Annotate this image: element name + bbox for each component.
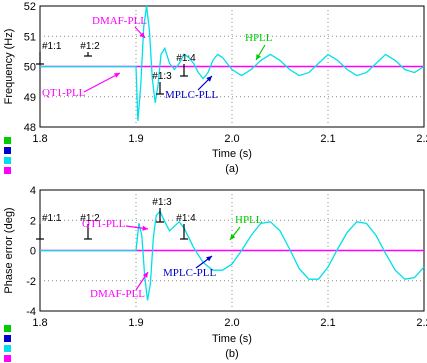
annotation-label: QT1-PLL bbox=[42, 87, 86, 99]
y-axis-label: Frequency (Hz) bbox=[3, 29, 15, 105]
annotation-label: QT1-PLL bbox=[82, 218, 126, 230]
x-tick-label: 2.0 bbox=[224, 317, 239, 329]
marker-label: #1:2 bbox=[80, 41, 100, 52]
annotation-arrow bbox=[83, 72, 121, 93]
annotation-arrowhead bbox=[142, 225, 148, 231]
y-tick-label: 51 bbox=[24, 31, 36, 43]
annotation-label: MPLC-PLL bbox=[165, 89, 218, 101]
legend-swatch bbox=[4, 147, 11, 154]
y-tick-label: -4 bbox=[26, 306, 36, 318]
x-tick-label: 1.9 bbox=[128, 317, 143, 329]
series-line bbox=[40, 209, 425, 301]
series-line bbox=[40, 5, 425, 121]
x-tick-label: 2.2 bbox=[416, 317, 427, 329]
panel-caption: (a) bbox=[225, 163, 238, 175]
x-tick-label: 2.1 bbox=[320, 133, 335, 145]
x-tick-label: 2.1 bbox=[320, 317, 335, 329]
y-tick-label: 50 bbox=[24, 62, 36, 74]
annotation-arrowhead bbox=[206, 76, 212, 82]
x-tick-label: 2.2 bbox=[416, 133, 427, 145]
legend-swatch bbox=[4, 167, 11, 174]
annotation-label: DMAF-PLL bbox=[90, 288, 145, 300]
y-tick-label: 0 bbox=[30, 246, 36, 258]
annotation-arrowhead bbox=[139, 32, 145, 38]
legend-swatch bbox=[4, 335, 11, 342]
annotation-arrowhead bbox=[206, 256, 212, 262]
marker-label: #1:3 bbox=[152, 71, 172, 82]
marker-label: #1:1 bbox=[42, 213, 62, 224]
x-tick-label: 1.8 bbox=[32, 317, 47, 329]
legend-swatch bbox=[4, 157, 11, 164]
marker-label: #1:4 bbox=[176, 213, 196, 224]
x-axis-label: Time (s) bbox=[212, 333, 252, 345]
y-tick-label: 48 bbox=[24, 122, 36, 134]
annotation-label: HPLL bbox=[245, 32, 273, 44]
x-tick-label: 2.0 bbox=[224, 133, 239, 145]
marker-label: #1:4 bbox=[176, 53, 196, 64]
y-axis-label: Phase error (deg) bbox=[3, 207, 15, 293]
annotation-label: HPLL bbox=[235, 214, 263, 226]
y-tick-label: 49 bbox=[24, 92, 36, 104]
x-axis-label: Time (s) bbox=[212, 148, 252, 160]
annotation-label: MPLC-PLL bbox=[163, 267, 216, 279]
annotation-arrowhead bbox=[114, 73, 120, 78]
y-tick-label: 4 bbox=[30, 185, 36, 197]
x-tick-label: 1.8 bbox=[32, 133, 47, 145]
annotation-label: DMAF-PLL bbox=[92, 15, 147, 27]
y-tick-label: -2 bbox=[26, 276, 36, 288]
annotation-arrowhead bbox=[256, 54, 261, 60]
legend-swatch bbox=[4, 325, 11, 332]
marker-label: #1:3 bbox=[152, 197, 172, 208]
y-tick-label: 52 bbox=[24, 1, 36, 13]
annotation-arrowhead bbox=[142, 272, 148, 278]
x-tick-label: 1.9 bbox=[128, 133, 143, 145]
legend-swatch bbox=[4, 345, 11, 352]
legend-swatch bbox=[4, 137, 11, 144]
annotation-arrowhead bbox=[230, 234, 236, 240]
marker-label: #1:1 bbox=[42, 41, 62, 52]
y-tick-label: 2 bbox=[30, 215, 36, 227]
chart-panel-2: 1.8 1.9 2.0 2.1 2.2 -4 -2 0 2 4 Phase error (deg) T… bbox=[3, 185, 427, 362]
legend-swatch bbox=[4, 355, 11, 362]
marker-label: #1:2 bbox=[80, 213, 100, 224]
chart-panel-1: 1.8 1.9 2.0 2.1 2.2 48 49 50 51 52 Frequency (Hz) T… bbox=[3, 1, 427, 175]
panel-caption: (b) bbox=[225, 348, 238, 360]
